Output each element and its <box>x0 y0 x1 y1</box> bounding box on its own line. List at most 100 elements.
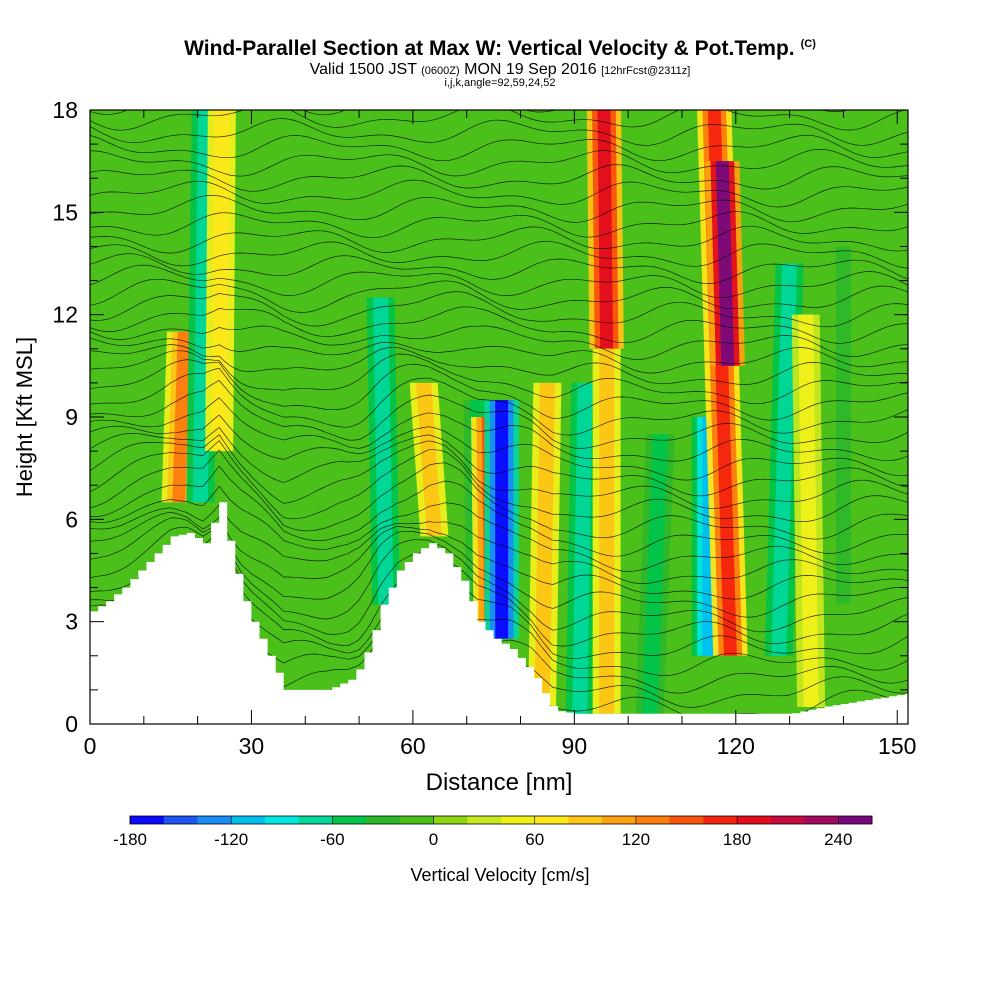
colorbar-swatch <box>332 816 367 824</box>
isentrope-line <box>90 449 908 540</box>
isentrope-line <box>90 427 908 497</box>
isentrope-line <box>90 211 908 239</box>
isentrope-line <box>90 110 908 131</box>
velocity-band-layer <box>373 297 394 605</box>
colorbar-swatch <box>130 816 165 824</box>
velocity-band-layer <box>771 263 798 656</box>
isentrope-line <box>90 291 908 328</box>
y-tick-label: 18 <box>52 97 78 123</box>
velocity-band <box>592 348 621 714</box>
x-tick-label: 90 <box>562 733 588 759</box>
isentrope-line <box>90 240 908 269</box>
velocity-band-layer <box>572 382 593 714</box>
isentrope-line <box>90 179 908 208</box>
isentrope-line <box>90 264 908 299</box>
colorbar-swatch <box>770 816 805 824</box>
isentrope-line <box>90 465 908 557</box>
y-axis-label: Height [Kft MSL] <box>12 337 37 497</box>
title-mark: (C) <box>800 38 816 50</box>
isentrope-line <box>90 325 908 360</box>
velocity-band-layer <box>495 399 509 639</box>
colorbar-swatch <box>501 816 536 824</box>
isentrope-line <box>90 414 908 481</box>
x-tick-label: 0 <box>84 733 97 759</box>
isentrope-line <box>90 253 908 284</box>
isentrope-line <box>90 440 908 522</box>
x-tick-label: 60 <box>400 733 426 759</box>
colorbar-tick-label: 180 <box>723 830 751 849</box>
valid-date: MON 19 Sep 2016 <box>464 61 597 78</box>
velocity-bands <box>161 110 858 714</box>
colorbar-tick-label: 60 <box>525 830 544 849</box>
valid-time-line: Valid 1500 JST (0600Z) MON 19 Sep 2016 [… <box>0 61 1000 79</box>
isentrope-line <box>90 118 908 146</box>
velocity-band <box>528 382 562 707</box>
velocity-band <box>586 110 624 349</box>
colorbar-swatch <box>399 816 434 824</box>
velocity-band <box>705 161 745 366</box>
colorbar-swatch <box>602 816 637 824</box>
velocity-band-layer <box>211 110 230 452</box>
isentrope-line <box>90 225 908 254</box>
colorbar-tick-label: -180 <box>113 830 147 849</box>
isentrope-line <box>90 434 908 509</box>
colorbar-swatch <box>197 816 232 824</box>
isentrope-line <box>90 359 908 421</box>
colorbar-swatch <box>163 816 198 824</box>
x-axis-label: Distance [nm] <box>426 769 573 796</box>
terrain-mask <box>90 502 908 724</box>
velocity-band-layer <box>534 382 555 707</box>
colorbar-swatch <box>568 816 603 824</box>
colorbar-tick-label: 120 <box>622 830 650 849</box>
isentrope-line <box>90 337 908 374</box>
colorbar-swatch <box>534 816 569 824</box>
y-tick-label: 3 <box>65 609 78 635</box>
valid-utc: (0600Z) <box>421 65 460 77</box>
colorbar-swatch <box>669 816 704 824</box>
colorbar-swatch <box>703 816 738 824</box>
grid-indices: i,j,k,angle=92,59,24,52 <box>444 77 556 89</box>
colorbar-label: Vertical Velocity [cm/s] <box>410 865 589 885</box>
velocity-band <box>565 382 600 714</box>
velocity-band <box>205 110 236 452</box>
isentrope-line <box>90 344 908 385</box>
colorbar-swatch <box>433 816 468 824</box>
isentrope-line <box>90 350 908 405</box>
isentrope-line <box>90 379 908 449</box>
isentrope-line <box>90 397 908 462</box>
y-tick-label: 12 <box>52 302 78 328</box>
isentrope-line <box>90 148 908 177</box>
colorbar-swatch <box>838 816 873 824</box>
x-tick-label: 120 <box>717 733 755 759</box>
velocity-band-layer <box>597 110 614 349</box>
colorbar-swatch <box>737 816 772 824</box>
velocity-band <box>829 246 858 605</box>
velocity-band <box>791 314 826 707</box>
isentrope-line <box>90 73 908 100</box>
colorbar: -180 -120 -60 0 60 120 180 240 <box>113 815 873 849</box>
chart-title: Wind-Parallel Section at Max W: Vertical… <box>0 37 1000 61</box>
valid-prefix: Valid 1500 JST <box>309 61 417 78</box>
colorbar-swatch <box>298 816 333 824</box>
y-axis-ticks: 0 3 6 9 12 15 18 <box>52 97 908 737</box>
colorbar-swatch <box>635 816 671 824</box>
velocity-band-layer <box>416 382 442 537</box>
colorbar-swatch <box>231 816 266 824</box>
velocity-band-layer <box>642 434 668 714</box>
colorbar-tick-label: 240 <box>824 830 852 849</box>
colorbar-swatch <box>264 816 300 824</box>
plot-area <box>90 73 908 724</box>
y-tick-label: 6 <box>65 506 78 532</box>
colorbar-swatch <box>467 816 502 824</box>
x-tick-label: 30 <box>239 733 265 759</box>
velocity-band <box>409 382 449 537</box>
velocity-band-layer <box>172 331 191 503</box>
colorbar-tick-label: -120 <box>214 830 248 849</box>
velocity-band <box>635 434 675 714</box>
colorbar-tick-label: -60 <box>320 830 345 849</box>
velocity-band-layer <box>835 246 851 605</box>
y-tick-label: 9 <box>65 404 78 430</box>
isentrope-line <box>90 485 908 572</box>
y-tick-label: 0 <box>65 711 78 737</box>
